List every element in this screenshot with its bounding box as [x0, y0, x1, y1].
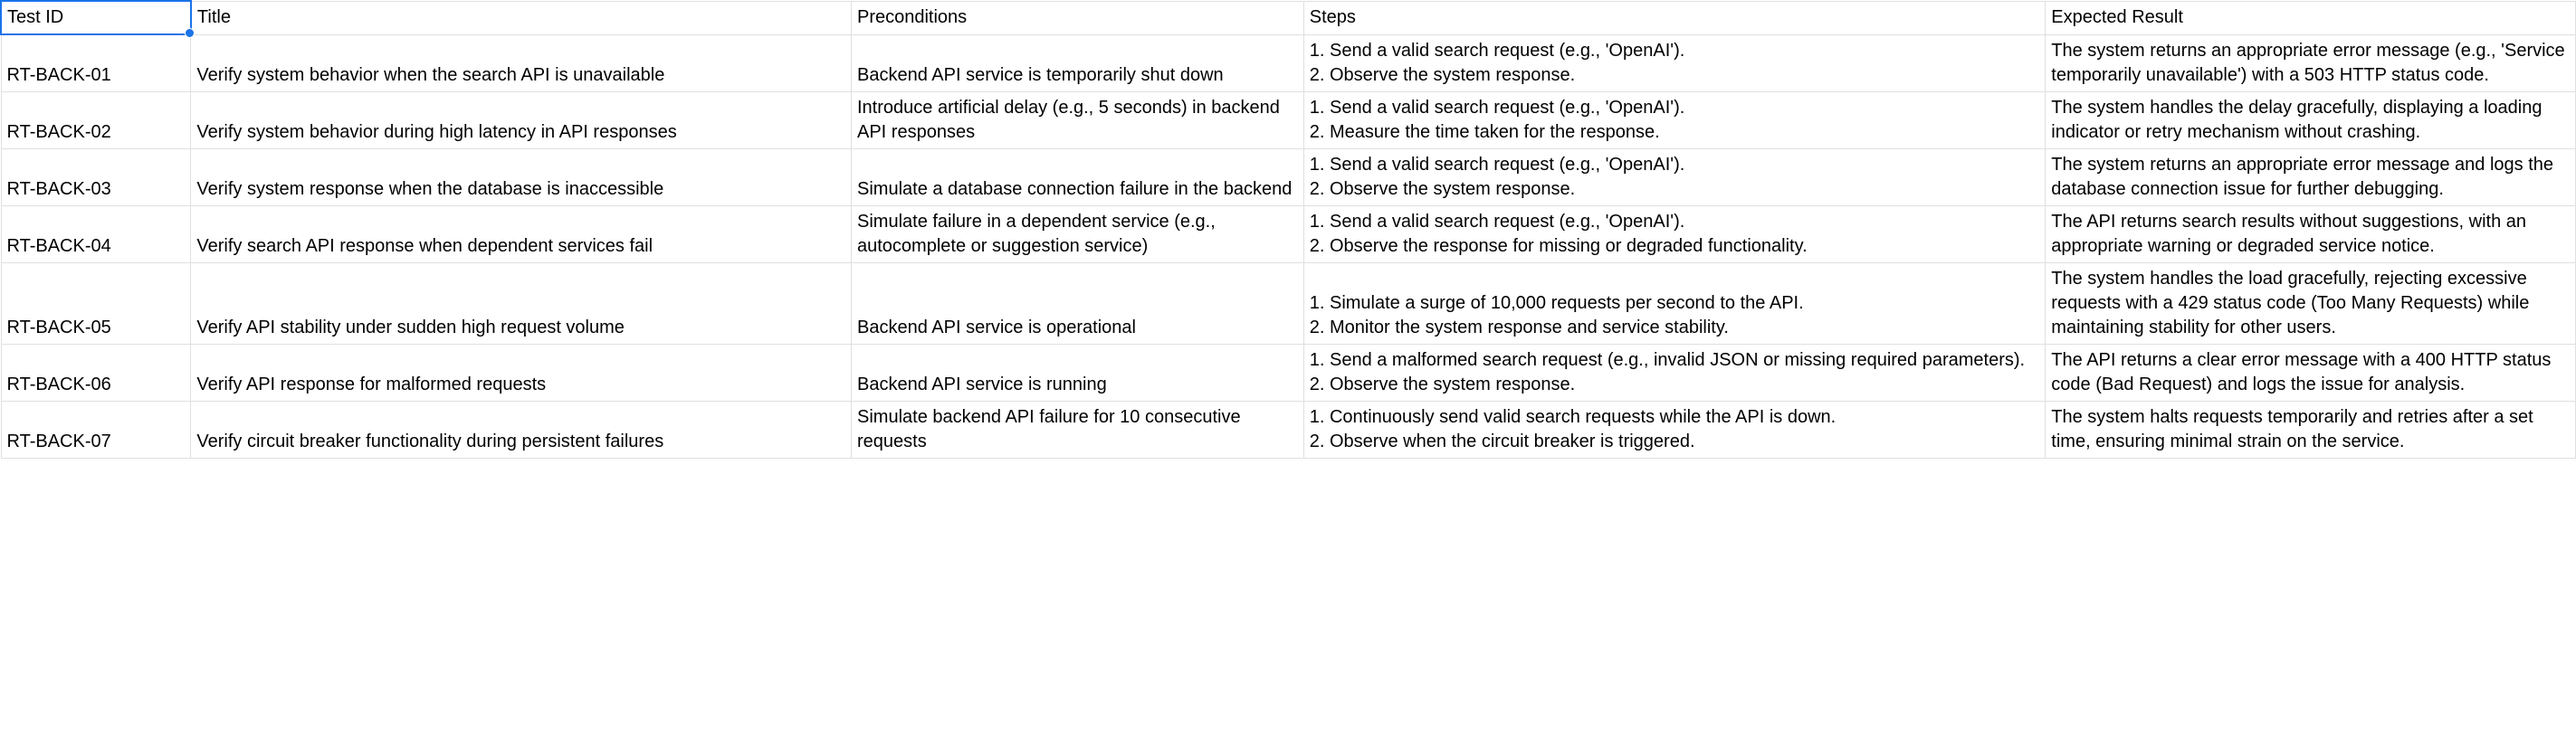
table-row: RT-BACK-07 Verify circuit breaker functi…	[1, 401, 2576, 458]
cell-test-id[interactable]: RT-BACK-03	[1, 148, 191, 205]
cell-title[interactable]: Verify API stability under sudden high r…	[191, 262, 852, 344]
header-cell-expected[interactable]: Expected Result	[2046, 1, 2576, 34]
cell-expected[interactable]: The system handles the delay gracefully,…	[2046, 91, 2576, 148]
table-row: RT-BACK-03 Verify system response when t…	[1, 148, 2576, 205]
table-row: RT-BACK-06 Verify API response for malfo…	[1, 344, 2576, 401]
cell-steps[interactable]: 1. Simulate a surge of 10,000 requests p…	[1303, 262, 2046, 344]
table-row: RT-BACK-05 Verify API stability under su…	[1, 262, 2576, 344]
header-row: Test ID Title Preconditions Steps Expect…	[1, 1, 2576, 34]
cell-preconditions[interactable]: Simulate backend API failure for 10 cons…	[852, 401, 1304, 458]
cell-preconditions[interactable]: Backend API service is running	[852, 344, 1304, 401]
cell-expected[interactable]: The system returns an appropriate error …	[2046, 34, 2576, 91]
cell-expected[interactable]: The system halts requests temporarily an…	[2046, 401, 2576, 458]
cell-steps[interactable]: 1. Send a valid search request (e.g., 'O…	[1303, 91, 2046, 148]
cell-test-id[interactable]: RT-BACK-01	[1, 34, 191, 91]
cell-preconditions[interactable]: Simulate a database connection failure i…	[852, 148, 1304, 205]
cell-preconditions[interactable]: Simulate failure in a dependent service …	[852, 205, 1304, 262]
cell-title[interactable]: Verify search API response when dependen…	[191, 205, 852, 262]
cell-preconditions[interactable]: Introduce artificial delay (e.g., 5 seco…	[852, 91, 1304, 148]
header-cell-steps[interactable]: Steps	[1303, 1, 2046, 34]
header-cell-preconditions[interactable]: Preconditions	[852, 1, 1304, 34]
cell-test-id[interactable]: RT-BACK-07	[1, 401, 191, 458]
header-cell-title[interactable]: Title	[191, 1, 852, 34]
cell-test-id[interactable]: RT-BACK-02	[1, 91, 191, 148]
spreadsheet-table: Test ID Title Preconditions Steps Expect…	[0, 0, 2576, 459]
cell-steps[interactable]: 1. Send a valid search request (e.g., 'O…	[1303, 148, 2046, 205]
cell-expected[interactable]: The API returns a clear error message wi…	[2046, 344, 2576, 401]
table-row: RT-BACK-02 Verify system behavior during…	[1, 91, 2576, 148]
cell-preconditions[interactable]: Backend API service is operational	[852, 262, 1304, 344]
table-row: RT-BACK-04 Verify search API response wh…	[1, 205, 2576, 262]
cell-steps[interactable]: 1. Send a valid search request (e.g., 'O…	[1303, 205, 2046, 262]
cell-title[interactable]: Verify API response for malformed reques…	[191, 344, 852, 401]
cell-title[interactable]: Verify circuit breaker functionality dur…	[191, 401, 852, 458]
cell-expected[interactable]: The system returns an appropriate error …	[2046, 148, 2576, 205]
cell-test-id[interactable]: RT-BACK-05	[1, 262, 191, 344]
table-row: RT-BACK-01 Verify system behavior when t…	[1, 34, 2576, 91]
cell-expected[interactable]: The API returns search results without s…	[2046, 205, 2576, 262]
cell-preconditions[interactable]: Backend API service is temporarily shut …	[852, 34, 1304, 91]
cell-steps[interactable]: 1. Send a valid search request (e.g., 'O…	[1303, 34, 2046, 91]
cell-title[interactable]: Verify system behavior during high laten…	[191, 91, 852, 148]
cell-title[interactable]: Verify system response when the database…	[191, 148, 852, 205]
cell-expected[interactable]: The system handles the load gracefully, …	[2046, 262, 2576, 344]
cell-test-id[interactable]: RT-BACK-04	[1, 205, 191, 262]
cell-test-id[interactable]: RT-BACK-06	[1, 344, 191, 401]
header-cell-test-id[interactable]: Test ID	[1, 1, 191, 34]
cell-steps[interactable]: 1. Continuously send valid search reques…	[1303, 401, 2046, 458]
cell-steps[interactable]: 1. Send a malformed search request (e.g.…	[1303, 344, 2046, 401]
cell-title[interactable]: Verify system behavior when the search A…	[191, 34, 852, 91]
